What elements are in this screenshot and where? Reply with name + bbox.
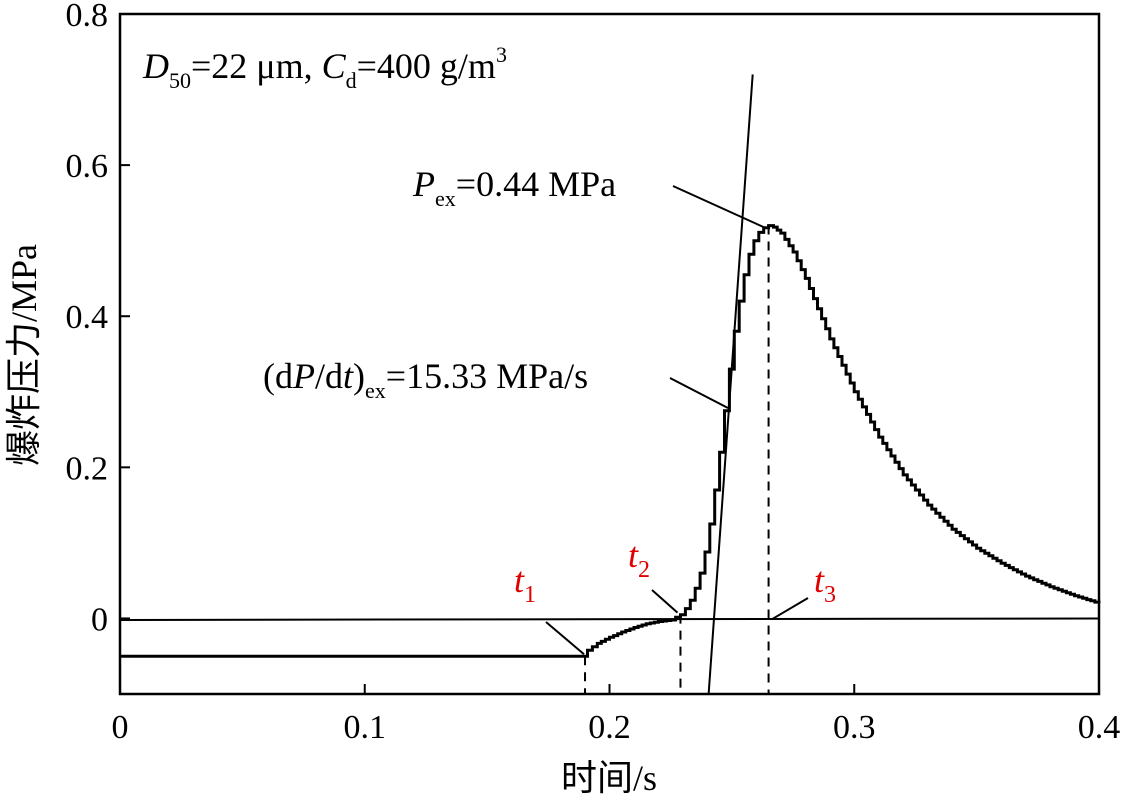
pex-annotation: Pex=0.44 MPa [412, 164, 616, 211]
dpdt-leader [669, 377, 729, 409]
x-axis-ticks: 0 0.1 0.2 0.3 0.4 [112, 684, 1121, 746]
y-axis-title: 爆炸压力/MPa [4, 244, 44, 466]
x-tick-label: 0.2 [588, 709, 631, 746]
pex-leader [672, 185, 766, 229]
t3-label: t3 [814, 560, 836, 608]
x-tick-label: 0 [112, 709, 129, 746]
y-tick-label: 0.2 [66, 450, 109, 487]
t1-leader [545, 621, 585, 655]
plot-frame [118, 12, 1101, 696]
x-tick-label: 0.1 [344, 709, 387, 746]
y-tick-label: 0 [91, 601, 108, 638]
y-tick-label: 0.6 [66, 148, 109, 185]
t3-leader [771, 597, 809, 621]
t2-leader [651, 589, 679, 614]
annotation-leaders [545, 185, 809, 655]
t2-label: t2 [628, 535, 650, 583]
plot-lines [119, 74, 1101, 695]
zero-baseline [119, 617, 1100, 621]
condition-label: D50=22 μm, Cd=400 g/m3 [142, 42, 507, 93]
y-tick-label: 0.8 [66, 0, 109, 34]
y-tick-label: 0.4 [66, 299, 109, 336]
t1-label: t1 [514, 560, 536, 608]
dpdt-annotation: (dP/dt)ex=15.33 MPa/s [263, 356, 588, 403]
x-axis-title: 时间/s [561, 758, 657, 798]
pressure-curve [120, 224, 1101, 658]
y-axis-ticks: 0 0.2 0.4 0.6 0.8 [66, 0, 130, 638]
x-tick-label: 0.4 [1078, 709, 1121, 746]
x-tick-label: 0.3 [833, 709, 876, 746]
tangent-line [707, 74, 754, 695]
